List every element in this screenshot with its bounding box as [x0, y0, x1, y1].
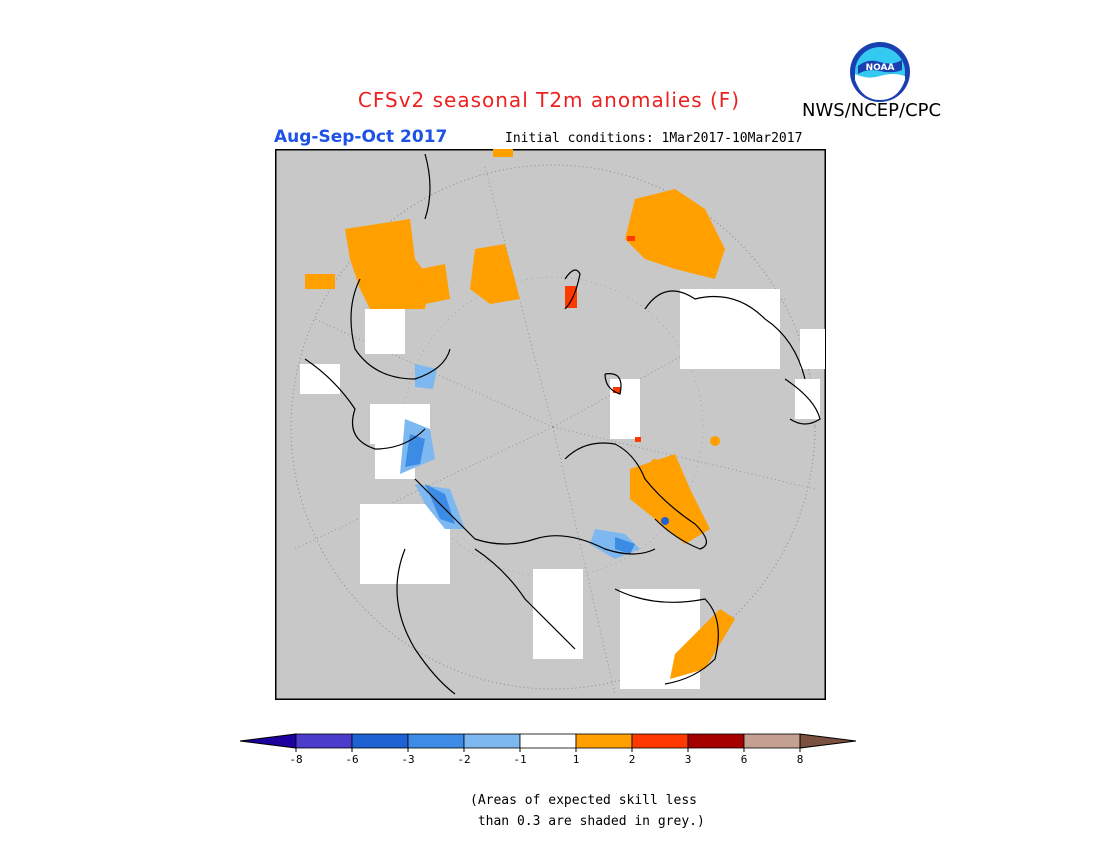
legend-arrow-high — [799, 733, 857, 749]
legend-box — [519, 733, 577, 749]
legend-arrow-low — [239, 733, 297, 749]
legend-tick-label: 2 — [629, 753, 636, 766]
legend-box — [407, 733, 465, 749]
agency-label: NWS/NCEP/CPC — [802, 100, 942, 121]
legend-tick-label: -2 — [457, 753, 470, 766]
legend-tick-label: 8 — [797, 753, 804, 766]
skill-note: (Areas of expected skill less than 0.3 a… — [470, 793, 705, 829]
legend-box — [295, 733, 353, 749]
noaa-logo-text: NOAA — [866, 63, 895, 73]
initial-conditions: Initial conditions: 1Mar2017-10Mar2017 — [505, 131, 803, 146]
legend-box — [463, 733, 521, 749]
near-normal-regions — [300, 289, 825, 689]
legend-tick-label: 1 — [573, 753, 580, 766]
latitude-circle — [290, 164, 816, 690]
legend-tick-label: -1 — [513, 753, 526, 766]
coastlines — [304, 153, 821, 695]
legend-tick-label: 6 — [741, 753, 748, 766]
map-title: CFSv2 seasonal T2m anomalies (F) — [0, 88, 1100, 112]
polar-map — [275, 149, 826, 700]
warm-anomaly-regions — [305, 149, 735, 679]
color-legend: -8 -6 -3 -2 -1 1 2 3 6 8 — [239, 733, 857, 766]
legend-tick-label: -3 — [401, 753, 414, 766]
legend-box — [687, 733, 745, 749]
strong-warm-regions — [565, 236, 641, 442]
legend-box — [743, 733, 801, 749]
map-title-text: CFSv2 seasonal T2m anomalies (F) — [357, 88, 741, 112]
legend-box — [631, 733, 689, 749]
cool-anomaly-regions — [400, 364, 669, 559]
legend-box — [351, 733, 409, 749]
legend-tick-label: 3 — [685, 753, 692, 766]
legend-box — [575, 733, 633, 749]
legend-tick-label: -6 — [345, 753, 358, 766]
noaa-logo: NOAA — [850, 42, 910, 102]
forecast-period: Aug-Sep-Oct 2017 — [274, 127, 448, 147]
legend-tick-label: -8 — [289, 753, 302, 766]
